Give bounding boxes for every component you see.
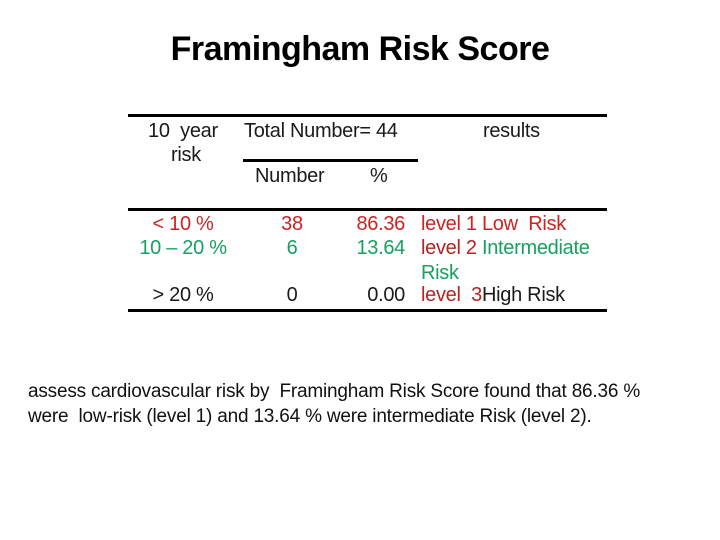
- row2-risk-description-line2: Risk: [421, 262, 459, 284]
- summary-text-line2: were low-risk (level 1) and 13.64 % were…: [28, 406, 592, 427]
- header-risk-line1: 10 year: [148, 120, 218, 142]
- row1-number: 38: [281, 213, 303, 235]
- row2-risk-range: 10 – 20 %: [139, 237, 227, 259]
- row3-risk-description: High Risk: [481, 284, 565, 306]
- row2-result: level 2 Intermediate: [421, 236, 590, 260]
- row1-percent: 86.36: [356, 213, 405, 235]
- row2-level-label: level 2: [421, 237, 477, 259]
- summary-text-line1: assess cardiovascular risk by Framingham…: [28, 381, 641, 402]
- row3-percent: 0.00: [367, 284, 405, 306]
- row3-risk-range: > 20 %: [152, 284, 214, 306]
- table-header-divider-rule: [128, 208, 607, 211]
- row1-level-label: level 1: [421, 213, 477, 235]
- subheader-percent: %: [370, 165, 388, 187]
- table-bottom-rule: [128, 309, 607, 312]
- row1-risk-range: < 10 %: [152, 213, 214, 235]
- table-top-rule: [128, 114, 607, 117]
- row2-number: 6: [286, 237, 298, 259]
- page-title: Framingham Risk Score: [170, 30, 550, 68]
- header-total-number: Total Number= 44: [244, 120, 398, 142]
- header-risk-line2: risk: [171, 144, 201, 166]
- header-results: results: [483, 120, 540, 142]
- row2-risk-description: Intermediate: [476, 237, 590, 259]
- row3-result: level 3High Risk: [421, 283, 565, 307]
- row2-percent: 13.64: [356, 237, 405, 259]
- row1-risk-description: Low Risk: [476, 213, 566, 235]
- table-subheader-rule: [243, 159, 418, 162]
- row1-result: level 1 Low Risk: [421, 212, 566, 236]
- subheader-number: Number: [255, 165, 325, 187]
- row3-number: 0: [286, 284, 298, 306]
- row3-level-label: level 3: [421, 284, 482, 306]
